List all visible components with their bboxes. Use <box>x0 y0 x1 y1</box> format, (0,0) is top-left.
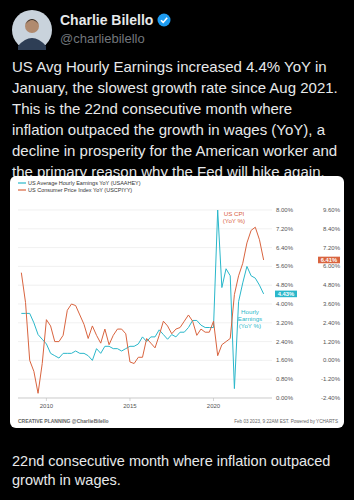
y2-tick-label: 1.20% <box>323 339 341 345</box>
caption: 22nd consecutive month where inflation o… <box>12 452 332 490</box>
grid-line <box>18 228 272 229</box>
y-tick-label: 3.20% <box>276 320 294 326</box>
badge-circle <box>158 14 171 27</box>
y-tick-label: 4.00% <box>276 301 294 307</box>
y2-tick-label: 2.40% <box>323 320 341 326</box>
avatar-hair <box>25 19 39 25</box>
value-label: 4.43% <box>278 291 294 297</box>
y2-tick-label: 6.00% <box>323 263 341 269</box>
verified-badge <box>157 13 171 27</box>
avatar[interactable] <box>12 10 52 50</box>
y2-tick-label: -1.20% <box>321 376 341 382</box>
chart: 0.00% 0.80% 1.60% 2.40% 3.20% 4.00% 4.80% 5.60%… <box>10 176 344 428</box>
y-tick-label: 0.00% <box>276 395 294 401</box>
y-tick-label: 0.80% <box>276 376 294 382</box>
legend-swatch <box>18 182 26 183</box>
x-tick-label: 2010 <box>40 403 54 409</box>
footer-left: CREATIVE PLANNING @CharlieBilello <box>18 418 109 424</box>
annotation: HourlyEarnings(YoY %) <box>238 308 262 329</box>
legend-swatch <box>18 189 26 190</box>
x-tick-label: 2020 <box>207 403 221 409</box>
grid-line <box>18 247 272 248</box>
footer-right: Feb 03 2023, 9:22AM EST. Powered by YCHA… <box>234 419 338 424</box>
series-line <box>21 227 263 393</box>
tweet-text: US Avg Hourly Earnings increased 4.4% Yo… <box>12 56 344 182</box>
x-axis <box>18 398 272 399</box>
series-lines <box>21 210 263 393</box>
x-tick-label: 2015 <box>123 403 137 409</box>
y2-tick-label: 7.20% <box>323 245 341 251</box>
y-tick-label: 5.60% <box>276 263 294 269</box>
grid-line <box>18 322 272 323</box>
series-line <box>21 210 263 389</box>
avatar-bg <box>12 10 52 50</box>
value-tag <box>275 291 297 298</box>
legend-label: US Average Hourly Earnings YoY (USAAHEY) <box>28 180 141 186</box>
annotation: US CPI(YoY %) <box>223 210 245 224</box>
grid <box>18 210 272 398</box>
user-handle[interactable]: @charliebilello <box>60 31 145 46</box>
grid-line <box>18 266 272 267</box>
y2-tick-label: 9.60% <box>323 207 341 213</box>
value-tag <box>318 257 340 264</box>
y2-tick-label: -2.40% <box>321 395 341 401</box>
grid-line <box>18 360 272 361</box>
y-tick-label: 7.20% <box>276 226 294 232</box>
x-tick <box>46 398 47 401</box>
y-tick-label: 4.80% <box>276 282 294 288</box>
value-label: 6.41% <box>321 257 337 263</box>
y-tick-label: 8.00% <box>276 207 294 213</box>
y-tick-label: 1.60% <box>276 357 294 363</box>
avatar-face <box>25 19 39 33</box>
x-tick <box>129 398 130 401</box>
user-name[interactable]: Charlie Bilello <box>60 12 153 28</box>
grid-line <box>18 398 272 399</box>
y2-tick-label: 4.80% <box>323 282 341 288</box>
y2-tick-label: 3.60% <box>323 301 341 307</box>
avatar-suit <box>18 38 46 50</box>
y2-tick-label: 0.00% <box>323 357 341 363</box>
y-tick-label: 6.40% <box>276 245 294 251</box>
grid-line <box>18 285 272 286</box>
badge-check <box>161 18 167 23</box>
chart-background <box>10 176 344 428</box>
y2-tick-label: 8.40% <box>323 226 341 232</box>
legend-label: US Consumer Price Index YoY (USCPIYY) <box>28 187 132 193</box>
x-tick <box>213 398 214 401</box>
y-tick-label: 2.40% <box>276 339 294 345</box>
